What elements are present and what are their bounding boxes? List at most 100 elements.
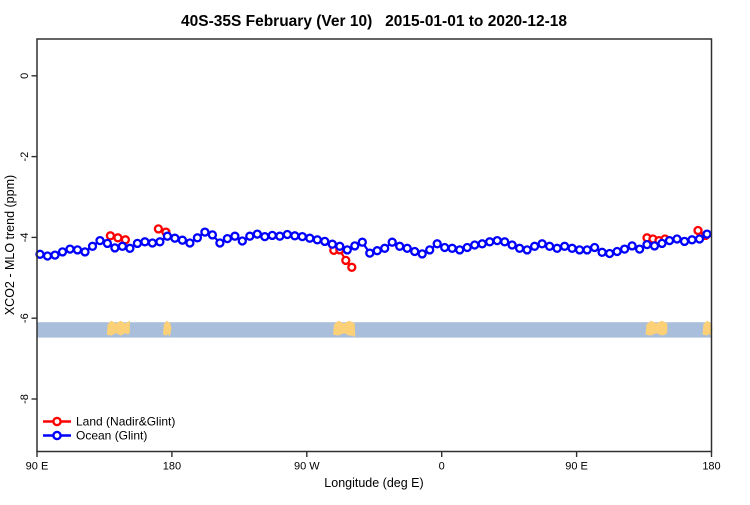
legend: Land (Nadir&Glint) Ocean (Glint) bbox=[43, 415, 175, 443]
land-data-point bbox=[693, 225, 703, 236]
ocean-data-point bbox=[529, 241, 540, 251]
ocean-data-point bbox=[664, 235, 675, 246]
x-tick-label: 180 bbox=[702, 461, 720, 473]
y-tick-label: -8 bbox=[19, 394, 31, 404]
ocean-data-point bbox=[559, 241, 570, 251]
ocean-data-point bbox=[87, 241, 98, 251]
ocean-data-point bbox=[522, 245, 532, 255]
ocean-data-point bbox=[402, 243, 412, 253]
ocean-data-point bbox=[395, 241, 405, 251]
map-strip-land-australia bbox=[106, 320, 130, 336]
ocean-data-point bbox=[537, 239, 547, 249]
ocean-data-point bbox=[642, 239, 652, 250]
ocean-data-point bbox=[649, 241, 660, 251]
ocean-data-point bbox=[440, 242, 450, 253]
ocean-data-point bbox=[657, 238, 667, 249]
land-data-point bbox=[347, 262, 357, 272]
ocean-data-point bbox=[305, 233, 315, 243]
ocean-data-point bbox=[162, 231, 173, 241]
ocean-data-point bbox=[544, 241, 555, 251]
ocean-data-point bbox=[380, 243, 390, 253]
ocean-data-point bbox=[200, 227, 210, 237]
land-data-point bbox=[113, 233, 123, 243]
ocean-data-point bbox=[132, 238, 143, 249]
ocean-data-point bbox=[320, 236, 330, 247]
ocean-data-point bbox=[477, 239, 487, 249]
legend-land-marker-icon bbox=[52, 416, 62, 427]
land-data-point bbox=[153, 224, 164, 234]
ocean-data-point bbox=[500, 237, 510, 247]
ocean-data-point bbox=[357, 237, 367, 247]
map-strip-land-australia-2 bbox=[645, 320, 668, 336]
y-tick-label: -4 bbox=[19, 233, 31, 243]
ocean-data-point bbox=[387, 237, 397, 247]
ocean-data-point bbox=[95, 235, 105, 246]
ocean-data-point bbox=[215, 238, 225, 248]
ocean-data-point bbox=[80, 247, 90, 257]
ocean-data-point bbox=[290, 231, 300, 241]
ocean-data-point bbox=[687, 235, 697, 245]
ocean-data-point bbox=[297, 231, 307, 242]
ocean-data-point bbox=[365, 248, 375, 258]
ocean-data-point bbox=[574, 245, 585, 255]
ocean-data-point bbox=[492, 235, 502, 246]
y-axis-label: XCO2 - MLO trend (ppm) bbox=[3, 175, 17, 315]
ocean-data-point bbox=[597, 247, 607, 257]
ocean-data-point bbox=[327, 239, 337, 249]
ocean-data-point bbox=[245, 231, 255, 241]
plot-border bbox=[36, 38, 713, 453]
ocean-data-point bbox=[425, 245, 435, 255]
ocean-data-point bbox=[102, 238, 113, 249]
ocean-data-point bbox=[694, 234, 705, 244]
ocean-data-point bbox=[462, 242, 472, 253]
ocean-data-point bbox=[417, 249, 427, 259]
y-tick-label: -6 bbox=[19, 313, 31, 323]
x-axis-label: Longitude (deg E) bbox=[324, 476, 423, 490]
ocean-data-point bbox=[567, 243, 577, 253]
ocean-data-point bbox=[410, 246, 420, 257]
ocean-data-point bbox=[350, 241, 360, 251]
ocean-data-point bbox=[342, 245, 352, 255]
ocean-data-point bbox=[372, 246, 382, 256]
ocean-data-point bbox=[432, 239, 442, 249]
ocean-data-point bbox=[634, 244, 645, 254]
ocean-data-point bbox=[702, 229, 712, 239]
y-tick-label: 0 bbox=[19, 73, 31, 79]
plot-area: 90 E 180 90 W 0 90 E 180 0 -2 -4 -6 -8 bbox=[19, 73, 721, 473]
ocean-data-point bbox=[117, 241, 128, 251]
ocean-data-point bbox=[312, 235, 322, 245]
ocean-data-point bbox=[275, 231, 285, 241]
ocean-data-point bbox=[672, 234, 682, 244]
x-tick-label: 0 bbox=[439, 461, 445, 473]
ocean-data-point bbox=[447, 243, 457, 253]
ocean-data-point bbox=[335, 241, 345, 251]
x-tick-label: 90 E bbox=[565, 461, 588, 473]
ocean-data-point bbox=[627, 241, 637, 251]
ocean-data-point bbox=[230, 231, 240, 241]
ocean-data-point bbox=[552, 243, 562, 253]
ocean-data-point bbox=[192, 233, 203, 243]
ocean-data-point bbox=[237, 236, 247, 246]
ocean-data-point bbox=[589, 242, 600, 253]
ocean-data-point bbox=[222, 233, 233, 244]
ocean-data-point bbox=[155, 237, 165, 247]
legend-label-ocean: Ocean (Glint) bbox=[76, 429, 147, 443]
ocean-data-point bbox=[455, 245, 465, 255]
legend-ocean-marker-icon bbox=[52, 430, 62, 441]
ocean-data-point bbox=[619, 244, 630, 254]
x-tick-label: 90 W bbox=[294, 461, 320, 473]
ocean-data-point bbox=[125, 243, 135, 253]
ocean-data-point bbox=[57, 247, 68, 257]
ocean-data-point bbox=[42, 251, 53, 261]
ocean-data-point bbox=[604, 248, 615, 259]
chart-title: 40S-35S February (Ver 10) 2015-01-01 to … bbox=[181, 13, 567, 30]
x-tick-label: 90 E bbox=[26, 461, 49, 473]
y-tick-label: -2 bbox=[19, 152, 31, 162]
ocean-data-point bbox=[252, 229, 262, 239]
ocean-data-point bbox=[72, 245, 83, 255]
ocean-data-point bbox=[50, 250, 60, 260]
ocean-data-point bbox=[612, 246, 622, 257]
legend-label-land: Land (Nadir&Glint) bbox=[76, 415, 175, 429]
